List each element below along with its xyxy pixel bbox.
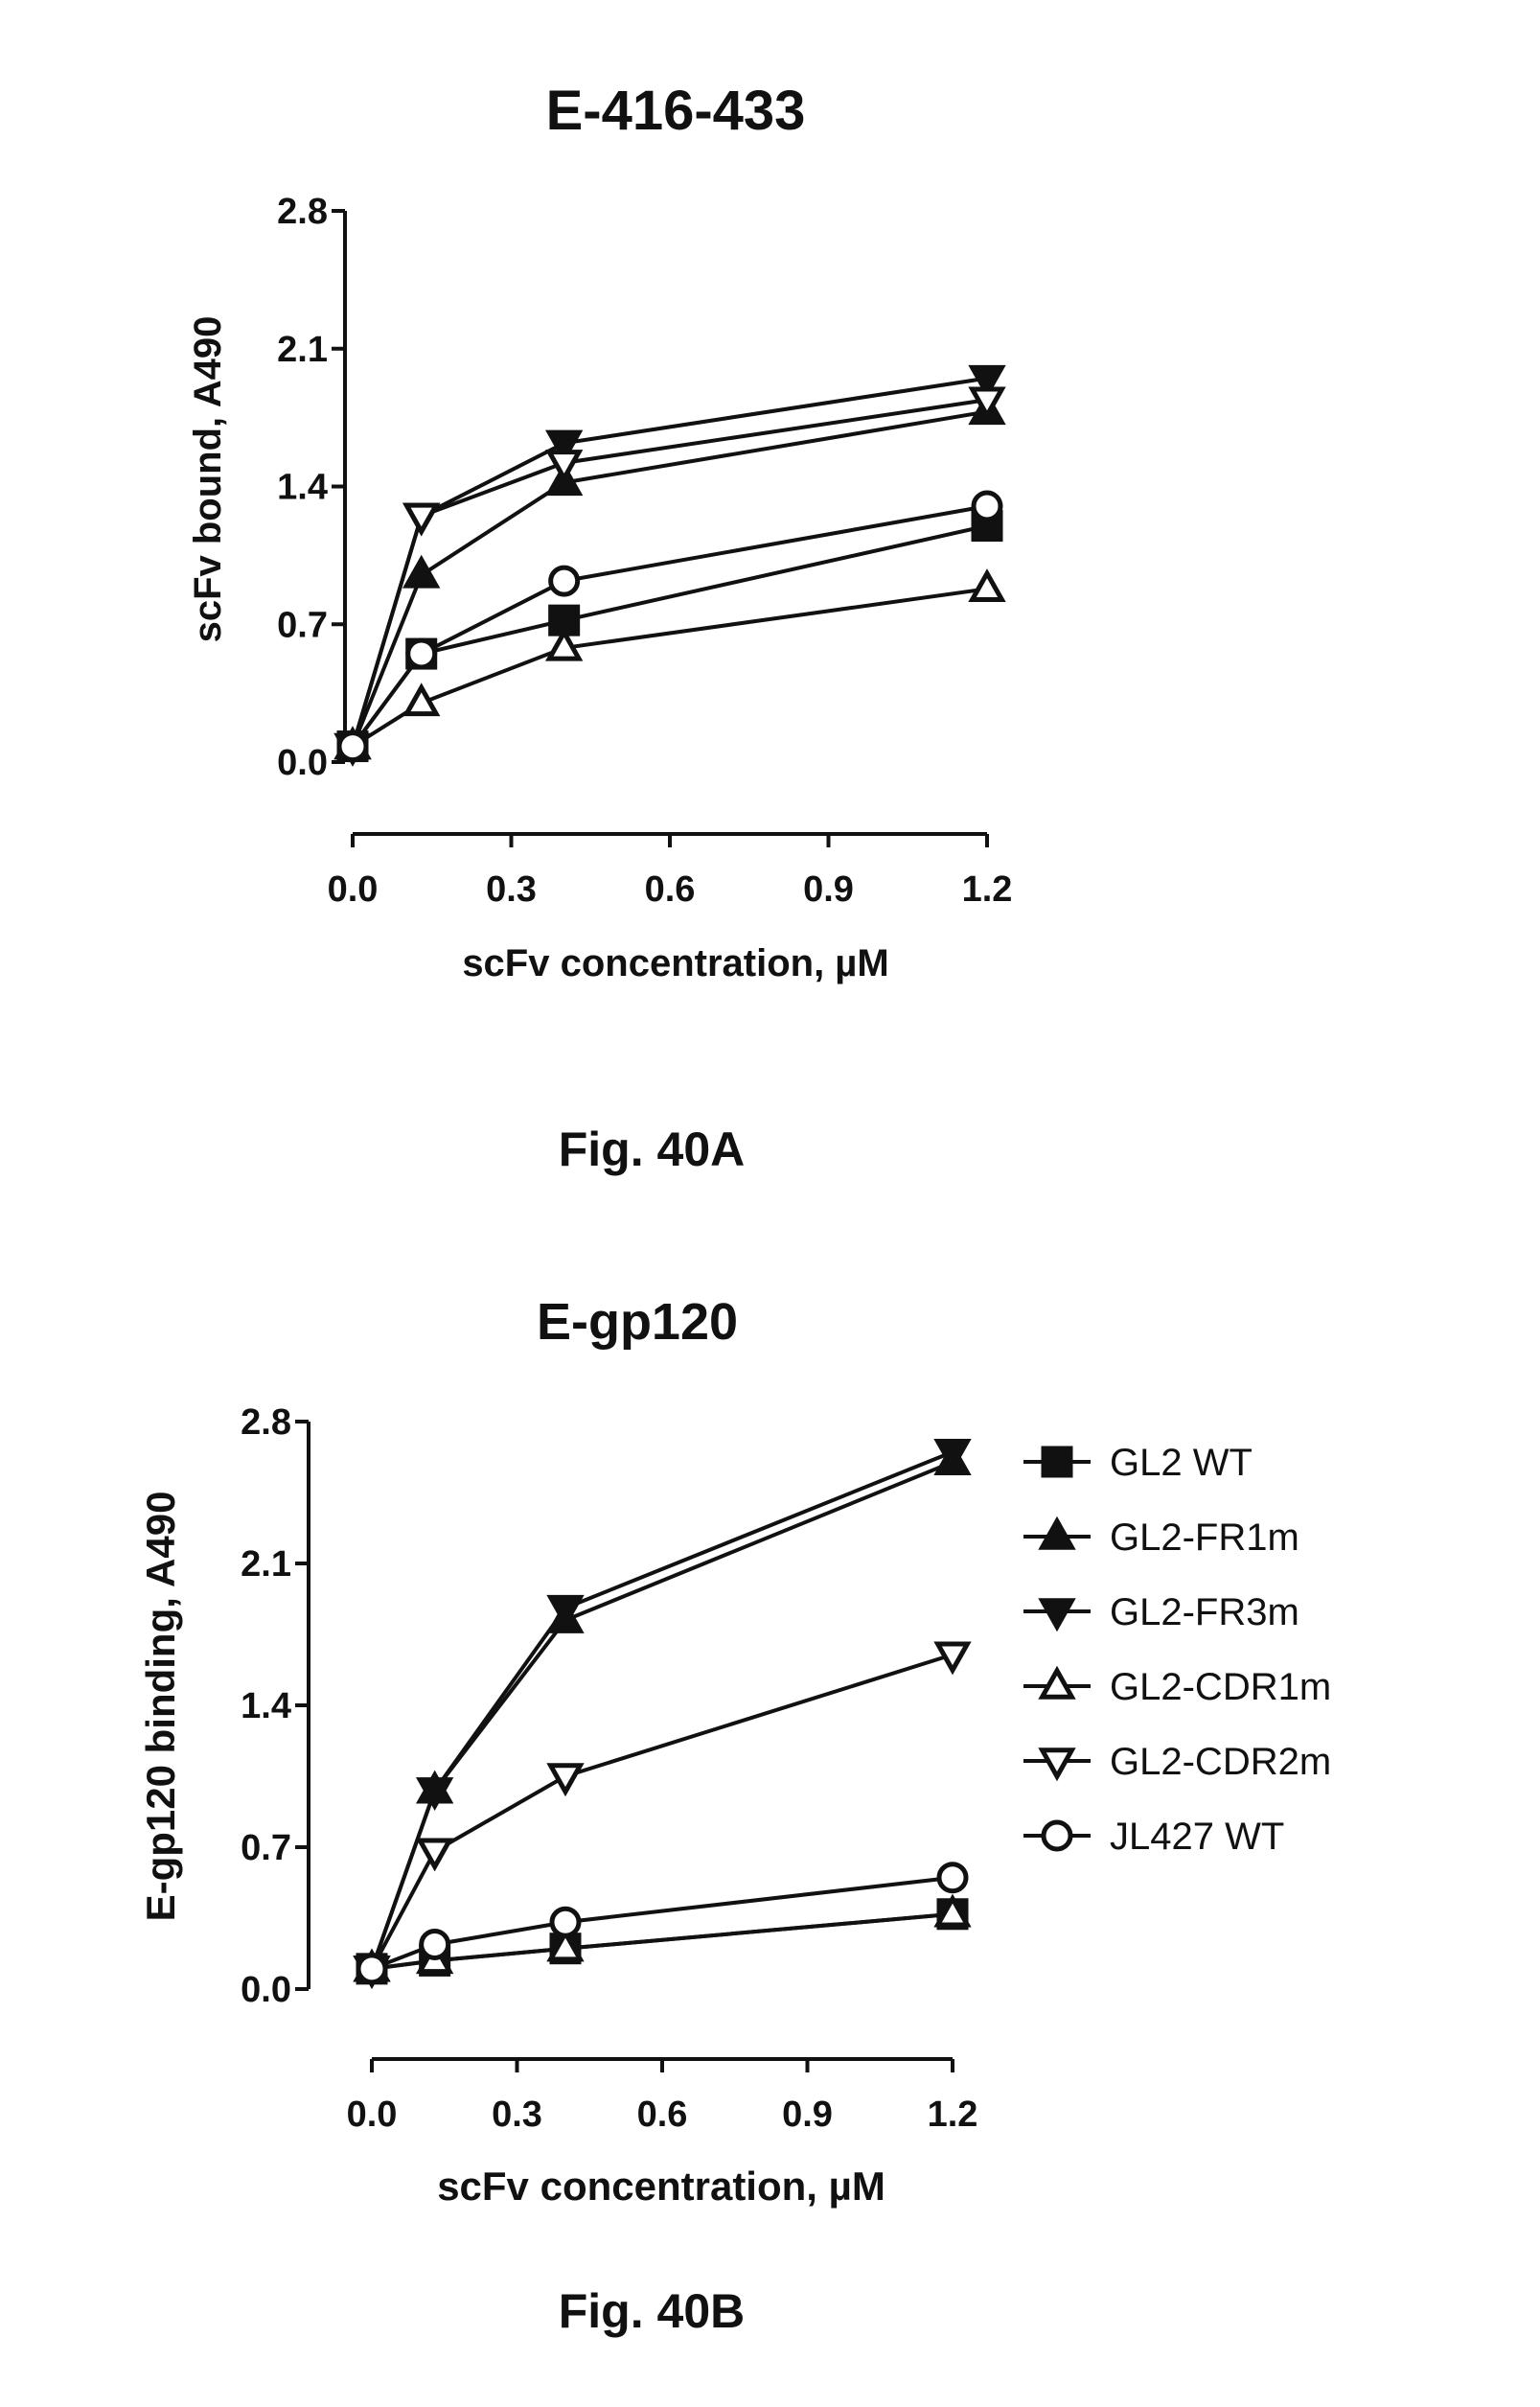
chart-a-point-jl427-wt <box>551 567 578 594</box>
chart-b-point-jl427-wt <box>422 1931 448 1957</box>
chart-a-series-line-jl427-wt <box>353 506 987 747</box>
chart-b-x-axis-label: scFv concentration, µM <box>437 2164 885 2209</box>
figure-caption-a: Fig. 40A <box>0 1122 1303 1177</box>
chart-a-point-jl427-wt <box>974 493 1000 520</box>
chart-b-y-tick-label: 0.7 <box>241 1828 291 1868</box>
figure-caption-b: Fig. 40B <box>0 2283 1303 2339</box>
chart-b-title: E-gp120 <box>537 1293 738 1351</box>
chart-b-x-tick-label: 0.6 <box>637 2095 688 2135</box>
chart-a-y-axis-label: scFv bound, A490 <box>187 316 229 643</box>
chart-b-legend-label-gl2-cdr1m: GL2-CDR1m <box>1110 1666 1331 1708</box>
chart-b-legend-label-gl2-fr1m: GL2-FR1m <box>1110 1516 1299 1559</box>
chart-b-y-tick-label: 0.0 <box>241 1970 291 2010</box>
chart-a-point-gl2-cdr1m <box>973 573 1002 599</box>
chart-b-y-tick-label: 2.8 <box>241 1402 291 1443</box>
chart-b-legend-marker-gl2-cdr1m <box>1043 1671 1072 1697</box>
chart-a-series-line-gl2-cdr1m <box>353 589 987 746</box>
chart-b: E-gp120 0.0 0.7 1.4 2.1 2.8 0.0 0.3 0.6 0.9 1.2 scF… <box>138 1293 1331 2209</box>
chart-b-point-jl427-wt <box>939 1864 966 1891</box>
chart-b-point-jl427-wt <box>358 1956 385 1982</box>
chart-b-x-tick-label: 0.3 <box>492 2095 542 2135</box>
chart-b-legend-marker-gl2-fr1m <box>1043 1521 1072 1547</box>
chart-a-point-jl427-wt <box>408 640 435 667</box>
chart-a-x-tick-label: 0.3 <box>486 869 537 910</box>
chart-a-y-tick-label: 0.0 <box>277 743 328 783</box>
chart-b-legend-label-gl2-fr3m: GL2-FR3m <box>1110 1591 1299 1633</box>
chart-b-legend-marker-gl2-wt <box>1044 1448 1070 1475</box>
chart-b-legend-label-jl427-wt: JL427 WT <box>1110 1816 1284 1858</box>
chart-b-series-line-gl2-fr1m <box>372 1462 953 1969</box>
chart-b-x-tick-label: 0.9 <box>782 2095 833 2135</box>
chart-b-legend: GL2 WT GL2-FR1m GL2-FR3m GL2-CDR1m GL2-CDR2m… <box>1023 1442 1331 1858</box>
chart-a-x-axis-label: scFv concentration, µM <box>462 942 888 984</box>
chart-b-point-gl2-cdr2m <box>420 1840 449 1866</box>
chart-a-point-gl2-cdr2m <box>406 505 436 531</box>
chart-a-x-tick-label: 0.6 <box>645 869 696 910</box>
chart-b-legend-marker-gl2-cdr2m <box>1043 1750 1072 1776</box>
chart-a-x-tick-label: 0.9 <box>803 869 854 910</box>
chart-b-legend-label-gl2-wt: GL2 WT <box>1110 1442 1253 1484</box>
chart-a: E-416-433 0.0 0.7 1.4 2.1 2.8 0.0 0.3 0.6 0.9 1.2 s… <box>187 80 1012 984</box>
chart-a-point-jl427-wt <box>339 733 366 760</box>
chart-a-x-tick-label: 1.2 <box>962 869 1013 910</box>
chart-b-y-tick-label: 2.1 <box>241 1544 291 1585</box>
chart-a-x-tick-label: 0.0 <box>328 869 379 910</box>
chart-a-y-tick-label: 2.1 <box>277 330 328 370</box>
chart-b-series-line-gl2-fr3m <box>372 1452 953 1969</box>
chart-a-y-tick-label: 2.8 <box>277 192 328 232</box>
chart-b-y-axis-label: E-gp120 binding, A490 <box>138 1492 183 1922</box>
chart-a-title: E-416-433 <box>546 80 806 142</box>
chart-b-point-jl427-wt <box>552 1909 579 1935</box>
chart-b-legend-label-gl2-cdr2m: GL2-CDR2m <box>1110 1741 1331 1783</box>
chart-b-legend-marker-jl427-wt <box>1044 1822 1070 1849</box>
chart-a-series-line-gl2-fr1m <box>353 411 987 746</box>
chart-b-point-gl2-cdr2m <box>551 1766 581 1792</box>
chart-b-x-tick-label: 0.0 <box>347 2095 398 2135</box>
chart-b-legend-marker-gl2-fr3m <box>1043 1601 1072 1627</box>
chart-b-x-tick-label: 1.2 <box>928 2095 978 2135</box>
chart-a-y-tick-label: 1.4 <box>277 468 328 508</box>
chart-b-y-tick-label: 1.4 <box>241 1686 291 1726</box>
chart-a-point-gl2-fr1m <box>406 560 436 586</box>
chart-a-y-tick-label: 0.7 <box>277 605 328 645</box>
